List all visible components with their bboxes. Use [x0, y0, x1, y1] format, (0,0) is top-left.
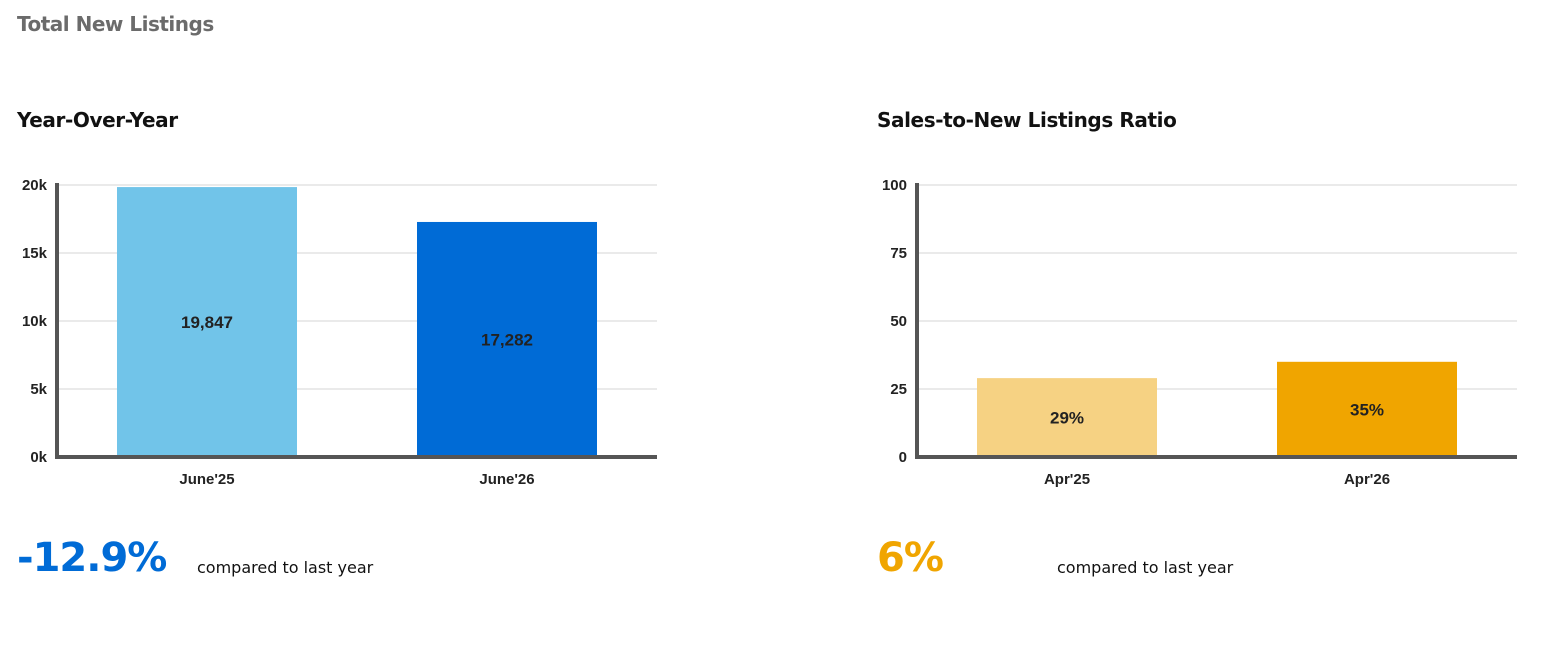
year-over-year-change-value: -12.9%	[17, 535, 167, 581]
ratio-bar-value-label: 29%	[1050, 409, 1084, 428]
yoy-bar-value-label: 17,282	[481, 330, 533, 349]
yoy-bar	[117, 187, 297, 457]
year-over-year-change-label: compared to last year	[197, 558, 374, 577]
ratio-bar-value-label: 35%	[1350, 400, 1384, 419]
yoy-x-tick-label: June'26	[479, 471, 534, 488]
ratio-y-tick-label: 50	[890, 313, 907, 330]
yoy-bar-value-label: 19,847	[181, 313, 233, 332]
ratio-bar	[977, 378, 1157, 457]
ratio-x-tick-label: Apr'26	[1344, 471, 1390, 488]
yoy-bar	[417, 221, 597, 457]
yoy-y-tick-label: 15k	[22, 245, 48, 262]
yoy-y-tick-label: 20k	[22, 177, 48, 194]
ratio-y-tick-label: 0	[899, 449, 907, 466]
ratio-y-tick-label: 75	[890, 245, 907, 262]
ratio-y-tick-label: 25	[890, 381, 907, 398]
year-over-year-title: Year-Over-Year	[17, 108, 178, 132]
ratio-y-tick-label: 100	[882, 177, 907, 194]
year-over-year-chart: 0k 5k 10k 15k 20k 19,847 June'25 17,282 June'26	[22, 177, 657, 488]
yoy-y-tick-label: 5k	[30, 381, 47, 398]
ratio-bar	[1277, 361, 1457, 457]
sales-ratio-change-label: compared to last year	[1057, 558, 1234, 577]
year-over-year-panel: Year-Over-Year 0k 5k 10k 15k 20k 19,847 June'2…	[0, 0, 700, 672]
yoy-y-tick-label: 0k	[30, 449, 47, 466]
ratio-x-tick-label: Apr'25	[1044, 471, 1090, 488]
sales-ratio-panel: Sales-to-New Listings Ratio 0 25 50 75 100 29…	[860, 0, 1544, 672]
page-title: Total New Listings	[17, 12, 214, 36]
sales-ratio-title: Sales-to-New Listings Ratio	[877, 108, 1177, 132]
yoy-y-tick-label: 10k	[22, 313, 48, 330]
yoy-x-tick-label: June'25	[179, 471, 234, 488]
sales-ratio-change-value: 6%	[877, 535, 944, 581]
sales-ratio-chart: 0 25 50 75 100 29% Apr'25 35% Apr'26	[882, 177, 1517, 488]
